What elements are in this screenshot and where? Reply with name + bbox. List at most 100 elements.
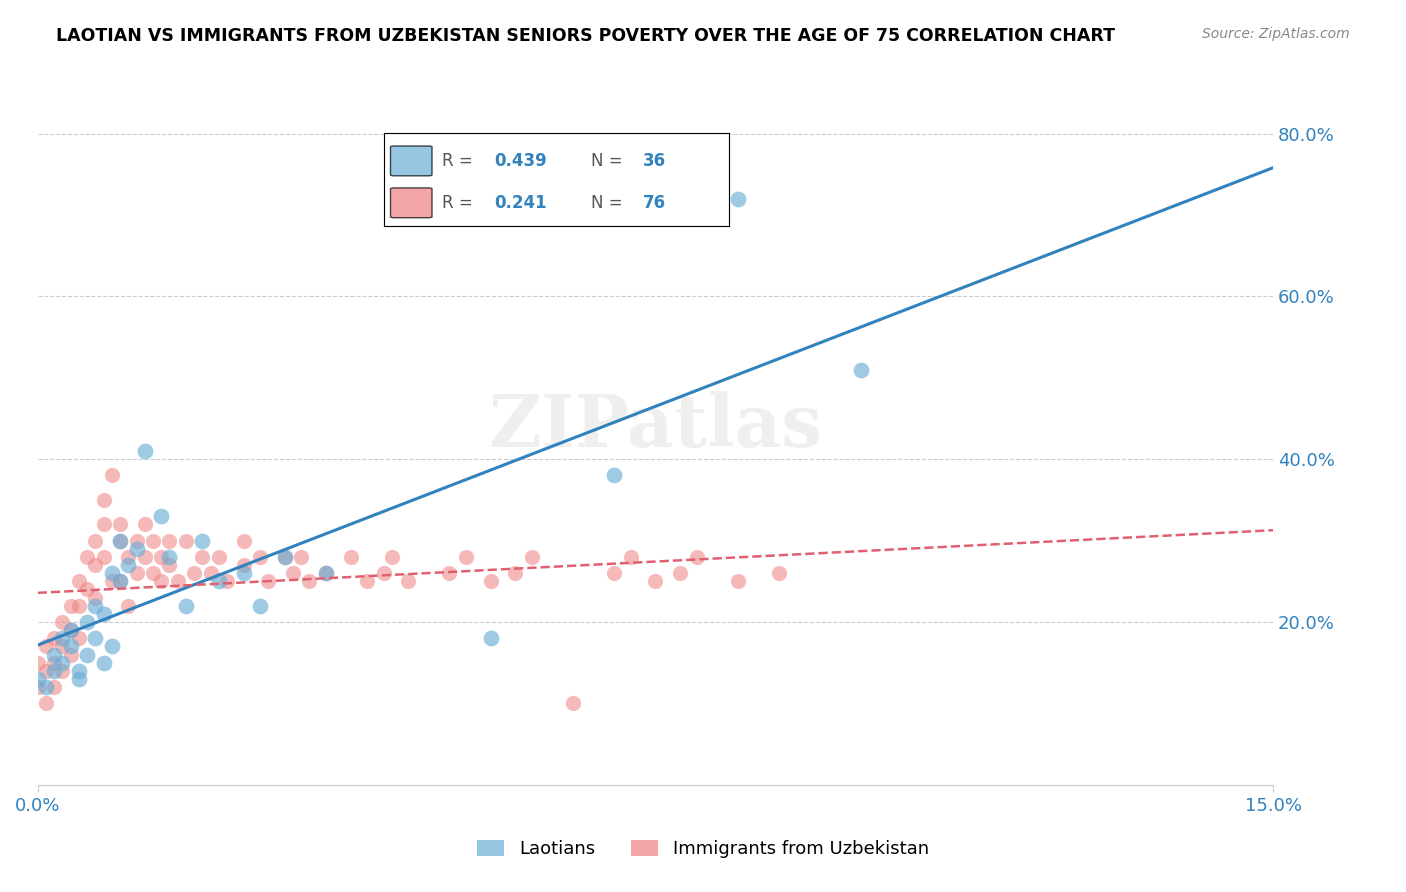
Point [191, 549, 214, 564]
Point [603, 566, 626, 581]
Point [159, 549, 181, 564]
Point [44, 664, 66, 678]
Point [620, 549, 643, 564]
Point [51, 656, 73, 670]
Point [117, 549, 139, 564]
Point [381, 549, 404, 564]
Point [125, 533, 148, 548]
Point [232, 558, 254, 572]
Point [67, 574, 90, 589]
Point [101, 640, 124, 654]
Point [44, 680, 66, 694]
Point [35, 664, 58, 678]
Point [174, 533, 197, 548]
Point [134, 444, 156, 458]
Point [35, 680, 58, 694]
Point [35, 697, 58, 711]
Point [208, 574, 231, 589]
Point [274, 549, 297, 564]
Point [150, 509, 173, 524]
Point [93, 607, 115, 621]
Point [520, 549, 543, 564]
Point [76, 549, 98, 564]
Point [76, 648, 98, 662]
Point [44, 656, 66, 670]
Point [562, 697, 585, 711]
Point [67, 599, 90, 613]
Point [281, 566, 304, 581]
Point [669, 566, 692, 581]
Point [851, 362, 873, 376]
Point [108, 533, 131, 548]
Point [142, 566, 165, 581]
Point [208, 549, 231, 564]
Point [93, 492, 115, 507]
Point [27, 656, 49, 670]
Point [76, 582, 98, 597]
Text: Source: ZipAtlas.com: Source: ZipAtlas.com [1202, 27, 1350, 41]
Point [603, 468, 626, 483]
Point [108, 574, 131, 589]
Point [159, 533, 181, 548]
Legend: Laotians, Immigrants from Uzbekistan: Laotians, Immigrants from Uzbekistan [470, 832, 936, 865]
Point [191, 533, 214, 548]
Point [339, 549, 361, 564]
Point [44, 632, 66, 646]
Point [290, 549, 312, 564]
Point [274, 549, 297, 564]
Point [84, 591, 107, 605]
Point [59, 648, 82, 662]
Point [217, 574, 239, 589]
Point [59, 599, 82, 613]
Point [134, 549, 156, 564]
Point [298, 574, 321, 589]
Point [51, 640, 73, 654]
Point [315, 566, 337, 581]
Point [479, 574, 502, 589]
Point [150, 549, 173, 564]
Point [108, 574, 131, 589]
Point [67, 632, 90, 646]
Point [142, 533, 165, 548]
Point [27, 680, 49, 694]
Point [59, 623, 82, 637]
Point [101, 468, 124, 483]
Point [84, 599, 107, 613]
Point [159, 558, 181, 572]
Point [117, 599, 139, 613]
Point [439, 566, 461, 581]
Point [67, 664, 90, 678]
Point [59, 623, 82, 637]
Point [505, 566, 527, 581]
Point [768, 566, 790, 581]
Point [108, 533, 131, 548]
Point [174, 599, 197, 613]
Point [727, 192, 749, 206]
Point [249, 549, 271, 564]
Point [44, 648, 66, 662]
Point [51, 632, 73, 646]
Point [35, 640, 58, 654]
Point [356, 574, 378, 589]
Point [27, 672, 49, 686]
Point [84, 632, 107, 646]
Point [454, 549, 477, 564]
Point [315, 566, 337, 581]
Text: ZIPatlas: ZIPatlas [488, 391, 823, 462]
Point [257, 574, 280, 589]
Point [373, 566, 395, 581]
Point [93, 517, 115, 532]
Point [93, 656, 115, 670]
Point [84, 558, 107, 572]
Point [479, 632, 502, 646]
Point [125, 566, 148, 581]
Point [51, 615, 73, 629]
Point [67, 672, 90, 686]
Point [727, 574, 749, 589]
Point [93, 549, 115, 564]
Point [232, 566, 254, 581]
Point [125, 541, 148, 556]
Point [84, 533, 107, 548]
Point [59, 640, 82, 654]
Point [150, 574, 173, 589]
